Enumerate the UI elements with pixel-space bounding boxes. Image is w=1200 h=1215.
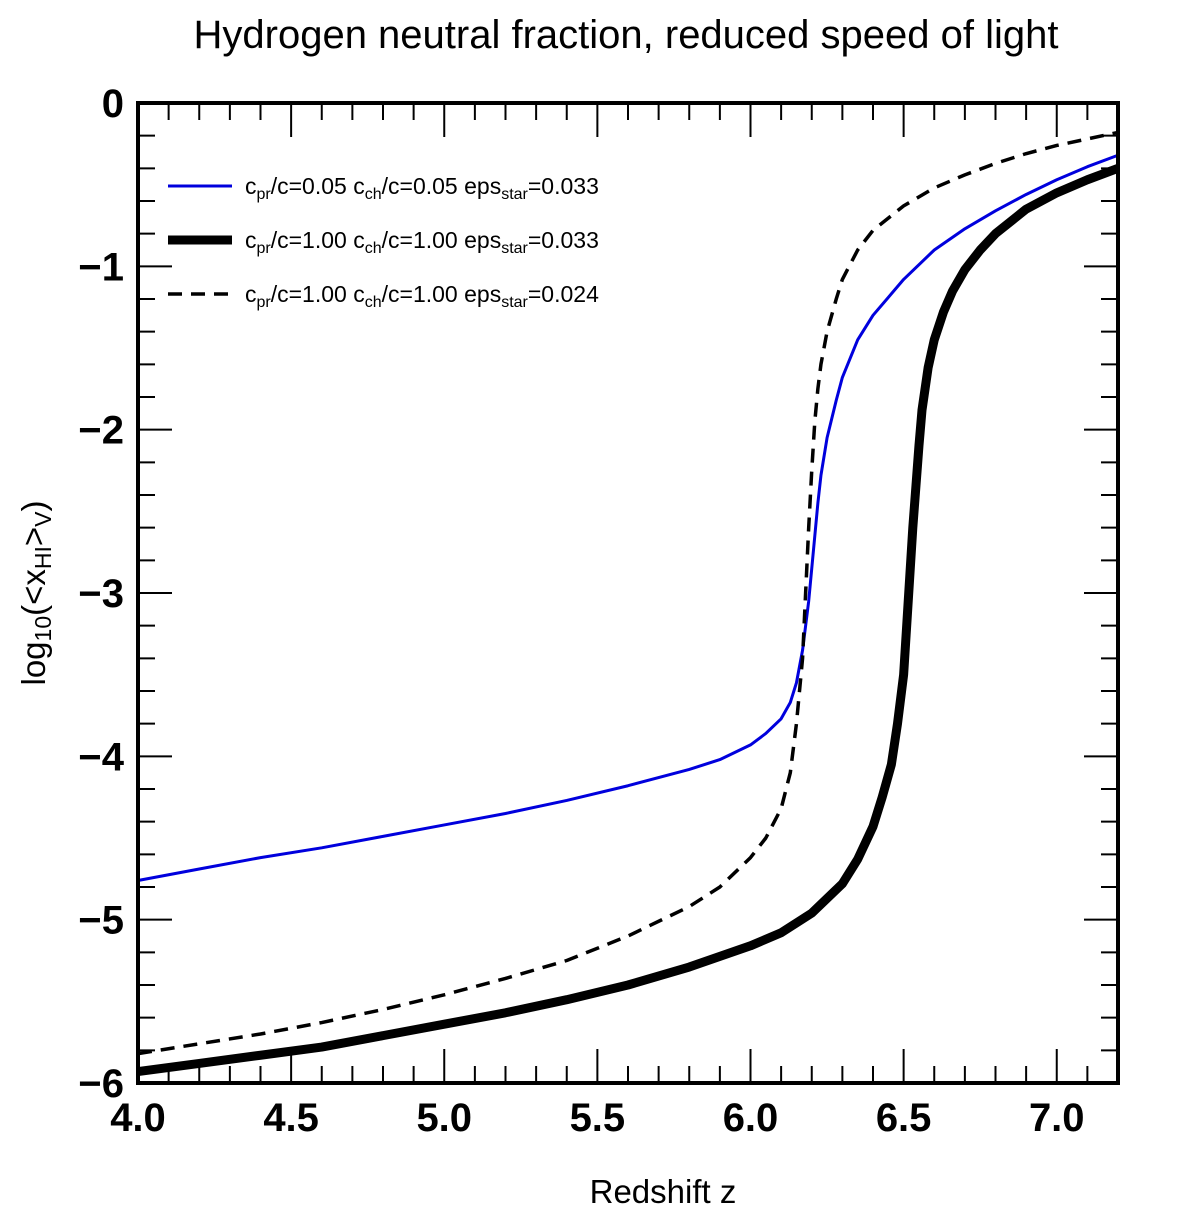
x-tick-label: 4.5 [263, 1096, 319, 1140]
series-blue-thin [137, 153, 1119, 882]
legend-label-black-thick: cpr/c=1.00 cch/c=1.00 epsstar=0.033 [245, 227, 599, 257]
legend-label-black-dashed: cpr/c=1.00 cch/c=1.00 epsstar=0.024 [245, 281, 599, 311]
y-tick-label: −1 [78, 245, 124, 289]
x-tick-label: 5.5 [570, 1096, 626, 1140]
tick-labels: 4.0 4.5 5.0 5.5 6.0 6.5 7.0 0 −1 −2 −3 −4 −5 −6 [78, 82, 1084, 1140]
series-black-thick [137, 164, 1120, 1077]
plot-frame [136, 101, 1120, 1085]
y-axis-label: log10(<xHI>V) [15, 500, 56, 685]
y-tick-label: −3 [78, 572, 124, 616]
x-tick-label: 4.0 [110, 1096, 166, 1140]
y-tick-label: 0 [102, 82, 124, 126]
series-black-dashed [137, 130, 1119, 1056]
x-tick-label: 6.5 [876, 1096, 932, 1140]
x-tick-label: 7.0 [1029, 1096, 1085, 1140]
y-tick-label: −2 [78, 409, 124, 453]
y-tick-label: −6 [78, 1062, 124, 1106]
y-tick-label: −4 [78, 735, 124, 779]
x-tick-label: 5.0 [416, 1096, 472, 1140]
legend-label-blue-thin: cpr/c=0.05 cch/c=0.05 epsstar=0.033 [245, 173, 599, 203]
x-tick-label: 6.0 [723, 1096, 779, 1140]
x-axis-label: Redshift z [590, 1173, 737, 1210]
chart-title: Hydrogen neutral fraction, reduced speed… [194, 13, 1059, 57]
legend: cpr/c=0.05 cch/c=0.05 epsstar=0.033 cpr/c… [168, 173, 599, 311]
series-layer [137, 130, 1120, 1077]
y-tick-label: −5 [78, 899, 124, 943]
